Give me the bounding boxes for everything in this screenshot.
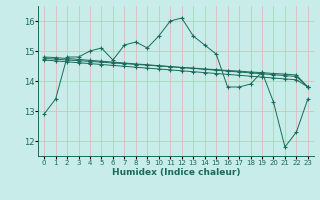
X-axis label: Humidex (Indice chaleur): Humidex (Indice chaleur) (112, 168, 240, 177)
